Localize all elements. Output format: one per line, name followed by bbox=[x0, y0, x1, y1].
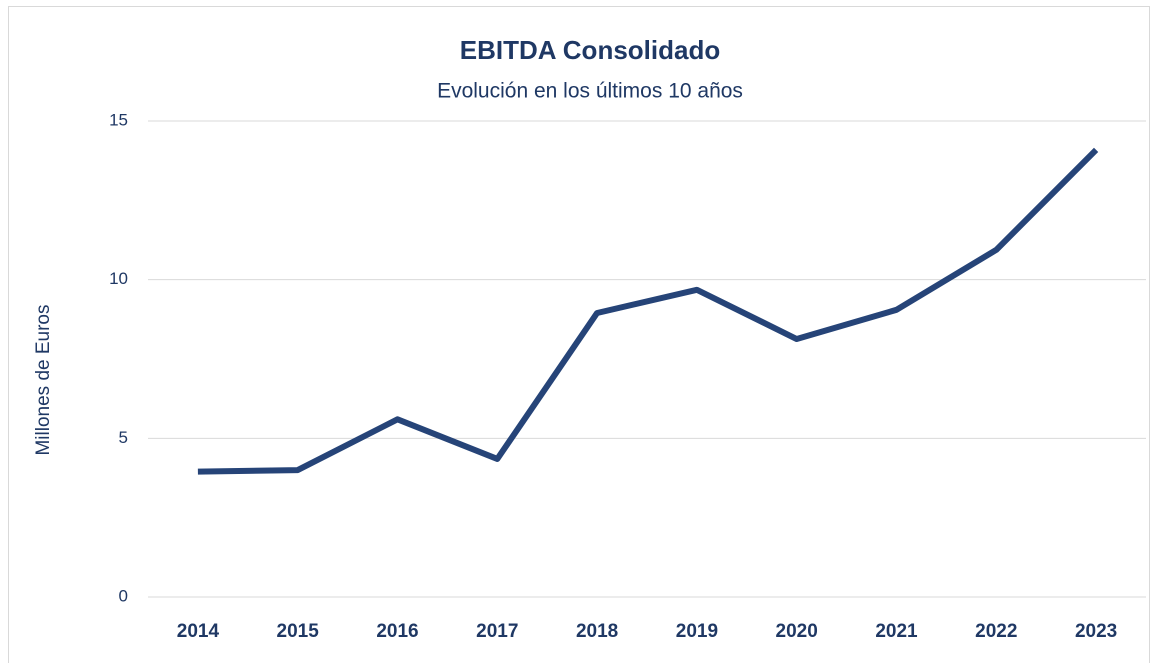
y-tick-label: 15 bbox=[109, 110, 128, 129]
y-axis-label: Millones de Euros bbox=[33, 304, 54, 455]
y-tick-label: 10 bbox=[109, 269, 128, 288]
x-tick-label: 2020 bbox=[776, 621, 818, 642]
x-tick-label: 2022 bbox=[975, 621, 1017, 642]
y-tick-label: 5 bbox=[119, 428, 128, 447]
x-tick-label: 2019 bbox=[676, 621, 718, 642]
line-series bbox=[197, 147, 1099, 475]
x-tick-label: 2018 bbox=[576, 621, 618, 642]
y-tick-label: 0 bbox=[119, 586, 128, 605]
chart-subtitle: Evolución en los últimos 10 años bbox=[437, 80, 743, 103]
x-tick-label: 2015 bbox=[277, 621, 320, 642]
x-tick-label: 2021 bbox=[875, 621, 918, 642]
x-tick-label: 2017 bbox=[476, 621, 518, 642]
x-tick-label: 2023 bbox=[1075, 621, 1117, 642]
x-tick-label: 2016 bbox=[376, 621, 418, 642]
chart-title: EBITDA Consolidado bbox=[460, 35, 720, 65]
x-tick-label: 2014 bbox=[177, 621, 220, 642]
